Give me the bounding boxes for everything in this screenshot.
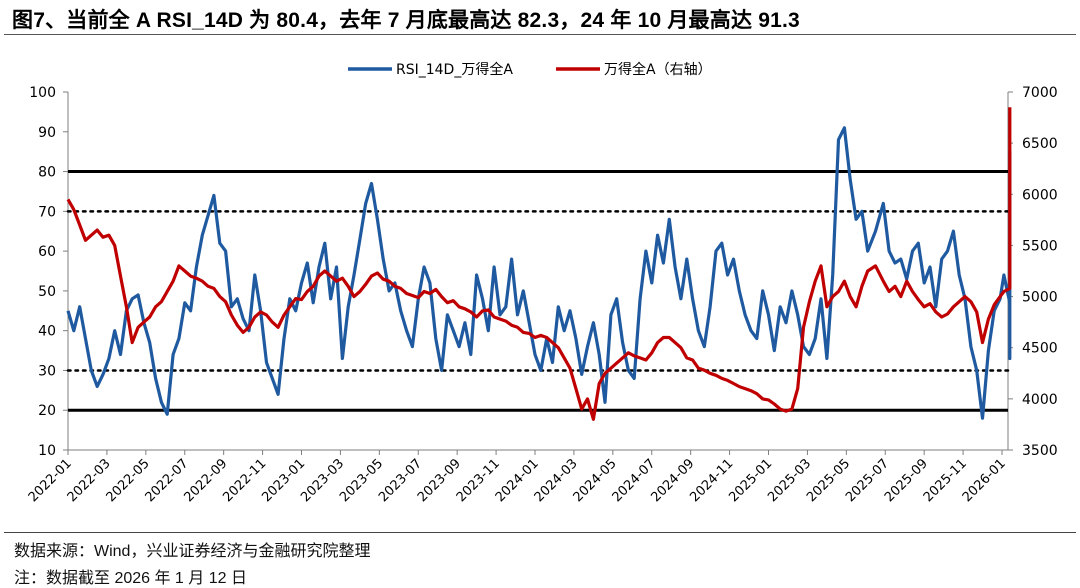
- data-note: 注：数据截至 2026 年 1 月 12 日: [14, 570, 247, 587]
- left-tick-label: 60: [38, 244, 56, 260]
- left-tick-label: 100: [29, 85, 56, 101]
- left-tick-label: 70: [38, 204, 56, 220]
- right-tick-label: 7000: [1022, 85, 1058, 101]
- left-tick-label: 40: [38, 324, 56, 340]
- left-tick-label: 10: [38, 443, 56, 459]
- x-tick-label: 2026-01: [960, 456, 1009, 505]
- right-tick-label: 4500: [1022, 341, 1058, 357]
- right-tick-label: 5000: [1022, 290, 1058, 306]
- legend-label-rsi: RSI_14D_万得全A: [396, 61, 513, 78]
- right-tick-label: 6000: [1022, 187, 1058, 203]
- right-tick-label: 5500: [1022, 238, 1058, 254]
- left-tick-label: 50: [38, 284, 56, 300]
- left-tick-label: 20: [38, 403, 56, 419]
- left-tick-label: 90: [38, 125, 56, 141]
- right-tick-label: 6500: [1022, 136, 1058, 152]
- left-tick-label: 80: [38, 165, 56, 181]
- chart-area: 10 20 30 40 50 60 70 80 90 100 3500 4000 4500 5000 550…: [0, 40, 1080, 530]
- right-tick-label: 4000: [1022, 392, 1058, 408]
- index-series-line: [66, 107, 1012, 421]
- right-tick-label: 3500: [1022, 443, 1058, 459]
- title-divider: [4, 34, 1076, 35]
- footer-divider: [4, 532, 1076, 533]
- legend-label-index: 万得全A（右轴）: [604, 61, 712, 78]
- left-tick-label: 30: [38, 363, 56, 379]
- rsi-chart: 10 20 30 40 50 60 70 80 90 100 3500 4000 4500 5000 550…: [26, 61, 1058, 505]
- data-source: 数据来源：Wind，兴业证券经济与金融研究院整理: [14, 543, 371, 560]
- chart-title: 图7、当前全 A RSI_14D 为 80.4，去年 7 月底最高达 82.3，…: [12, 9, 800, 32]
